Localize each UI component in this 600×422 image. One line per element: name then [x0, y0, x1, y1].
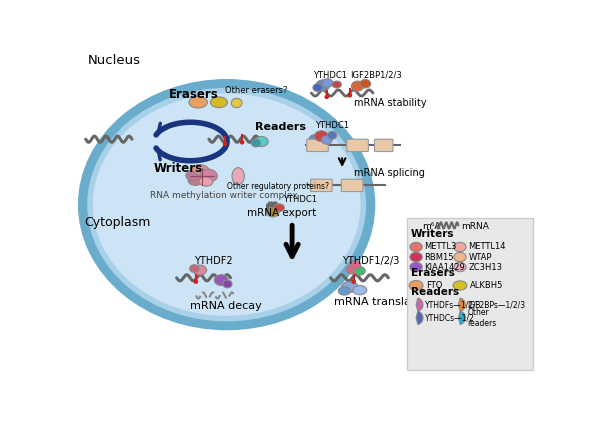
Ellipse shape [274, 204, 284, 211]
Text: YTHDF1/2/3: YTHDF1/2/3 [342, 256, 400, 266]
Ellipse shape [454, 242, 466, 252]
Text: WTAP: WTAP [469, 252, 492, 262]
FancyBboxPatch shape [311, 179, 332, 192]
Ellipse shape [232, 168, 244, 184]
Text: Other erasers?: Other erasers? [225, 86, 287, 95]
Text: YTHDC1: YTHDC1 [283, 195, 317, 203]
Ellipse shape [231, 98, 242, 108]
Ellipse shape [190, 165, 210, 180]
Text: IGF2BPs—1/2/3: IGF2BPs—1/2/3 [467, 300, 526, 309]
FancyBboxPatch shape [374, 139, 393, 151]
Ellipse shape [199, 177, 213, 186]
Text: mRNA stability: mRNA stability [353, 98, 427, 108]
Ellipse shape [353, 286, 367, 295]
Circle shape [347, 93, 352, 97]
Text: ALKBH5: ALKBH5 [470, 281, 503, 290]
Text: YTHDFs—1/2/3: YTHDFs—1/2/3 [425, 300, 482, 309]
Ellipse shape [266, 208, 279, 217]
Ellipse shape [410, 262, 422, 272]
Ellipse shape [84, 85, 369, 324]
Ellipse shape [355, 267, 365, 275]
Text: YTHDF2: YTHDF2 [194, 256, 232, 266]
Ellipse shape [309, 135, 322, 144]
Circle shape [223, 141, 227, 146]
Text: mRNA splicing: mRNA splicing [353, 168, 425, 178]
Text: RBM15: RBM15 [425, 252, 454, 262]
Ellipse shape [251, 139, 260, 147]
Ellipse shape [254, 136, 268, 146]
Ellipse shape [341, 281, 358, 292]
Text: YTHDC1: YTHDC1 [315, 121, 349, 130]
Wedge shape [458, 298, 466, 311]
Wedge shape [458, 311, 466, 325]
Ellipse shape [360, 79, 371, 88]
Ellipse shape [332, 81, 341, 88]
Wedge shape [416, 311, 423, 325]
Text: METTL3: METTL3 [425, 243, 457, 252]
Ellipse shape [193, 265, 206, 275]
Ellipse shape [189, 97, 208, 108]
Ellipse shape [223, 280, 232, 288]
Text: Other
readers: Other readers [467, 308, 497, 327]
Text: Writers: Writers [410, 229, 454, 239]
Ellipse shape [328, 132, 337, 139]
Text: YTHDC1: YTHDC1 [313, 70, 347, 80]
Circle shape [352, 279, 356, 284]
FancyBboxPatch shape [407, 218, 533, 370]
Text: mRNA export: mRNA export [247, 208, 317, 218]
Ellipse shape [322, 79, 333, 87]
Ellipse shape [338, 287, 350, 295]
Ellipse shape [346, 265, 358, 274]
FancyBboxPatch shape [347, 139, 368, 151]
Text: Nucleus: Nucleus [88, 54, 141, 68]
Ellipse shape [314, 131, 328, 141]
Text: ZC3H13: ZC3H13 [469, 262, 502, 271]
Text: Readers: Readers [410, 287, 459, 297]
Ellipse shape [352, 81, 364, 91]
Circle shape [413, 230, 418, 235]
Ellipse shape [454, 262, 466, 272]
Text: Erasers: Erasers [169, 88, 218, 101]
Ellipse shape [211, 97, 227, 108]
Ellipse shape [453, 281, 467, 290]
Ellipse shape [214, 275, 228, 286]
Ellipse shape [410, 252, 422, 262]
Ellipse shape [454, 252, 466, 262]
Text: m⁶A: m⁶A [422, 222, 441, 231]
Ellipse shape [190, 265, 199, 272]
Circle shape [240, 140, 244, 145]
Circle shape [325, 95, 329, 99]
Ellipse shape [409, 281, 423, 290]
Ellipse shape [186, 171, 198, 181]
Ellipse shape [200, 169, 217, 181]
Text: mRNA translation: mRNA translation [334, 297, 433, 307]
Text: Other regulatory proteins?: Other regulatory proteins? [227, 182, 329, 191]
Wedge shape [416, 298, 423, 311]
Ellipse shape [316, 80, 330, 91]
Text: KIAA1429: KIAA1429 [425, 262, 465, 271]
Text: FTO: FTO [426, 281, 442, 290]
Ellipse shape [322, 136, 332, 144]
Ellipse shape [410, 242, 422, 252]
Text: Cytoplasm: Cytoplasm [84, 216, 151, 229]
Text: RNA methylation writer complex: RNA methylation writer complex [149, 192, 298, 200]
FancyBboxPatch shape [341, 179, 363, 192]
Text: IGF2BP1/2/3: IGF2BP1/2/3 [350, 70, 401, 80]
Text: METTL14: METTL14 [469, 243, 506, 252]
Circle shape [194, 279, 198, 284]
Text: YTHDCs—1/2: YTHDCs—1/2 [425, 313, 475, 322]
Ellipse shape [188, 175, 203, 185]
Ellipse shape [313, 84, 322, 92]
Text: Erasers: Erasers [410, 268, 455, 278]
Text: mRNA decay: mRNA decay [190, 301, 262, 311]
Text: Readers: Readers [255, 122, 306, 132]
Ellipse shape [350, 260, 361, 269]
Text: mRNA: mRNA [461, 222, 490, 231]
Text: Writers: Writers [154, 162, 203, 175]
FancyBboxPatch shape [307, 139, 328, 151]
